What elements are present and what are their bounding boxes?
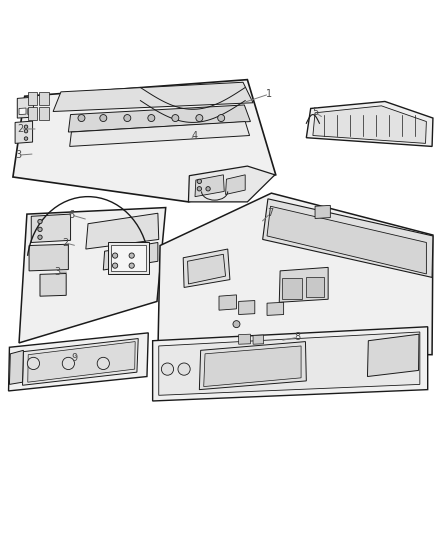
Polygon shape: [367, 334, 419, 376]
Circle shape: [113, 253, 118, 258]
Circle shape: [148, 115, 155, 122]
Polygon shape: [68, 105, 251, 132]
Polygon shape: [253, 335, 264, 344]
Circle shape: [197, 187, 201, 191]
Polygon shape: [29, 244, 68, 271]
Polygon shape: [19, 108, 26, 115]
Circle shape: [129, 263, 134, 268]
Polygon shape: [9, 333, 148, 391]
Text: 3: 3: [15, 150, 21, 160]
Circle shape: [196, 115, 203, 122]
Bar: [111, 245, 146, 271]
Polygon shape: [267, 302, 284, 316]
Text: 9: 9: [71, 353, 77, 363]
Polygon shape: [22, 338, 138, 385]
Circle shape: [97, 357, 110, 369]
Circle shape: [233, 321, 240, 328]
Polygon shape: [219, 295, 237, 310]
Polygon shape: [315, 205, 330, 219]
Polygon shape: [86, 213, 159, 249]
Circle shape: [27, 357, 39, 369]
Circle shape: [78, 115, 85, 122]
Polygon shape: [204, 346, 301, 386]
Text: 7: 7: [267, 208, 274, 218]
Polygon shape: [195, 175, 224, 197]
Bar: [39, 92, 49, 105]
Circle shape: [197, 179, 201, 183]
Polygon shape: [53, 82, 253, 111]
Polygon shape: [19, 207, 166, 343]
Polygon shape: [10, 350, 23, 384]
Circle shape: [100, 115, 107, 122]
Polygon shape: [28, 342, 135, 382]
Polygon shape: [159, 332, 420, 395]
Circle shape: [24, 125, 28, 128]
Circle shape: [38, 235, 42, 239]
Text: 5: 5: [312, 107, 318, 117]
Polygon shape: [152, 327, 427, 401]
Circle shape: [38, 227, 42, 231]
Polygon shape: [158, 193, 433, 354]
Circle shape: [38, 220, 42, 224]
Circle shape: [172, 115, 179, 122]
Bar: [28, 92, 37, 105]
Polygon shape: [187, 254, 226, 284]
Polygon shape: [103, 243, 158, 270]
Circle shape: [206, 187, 210, 191]
Polygon shape: [70, 122, 250, 147]
Polygon shape: [17, 97, 33, 118]
Text: 2: 2: [62, 238, 68, 248]
Polygon shape: [188, 166, 275, 202]
Text: 8: 8: [294, 332, 300, 342]
Polygon shape: [239, 301, 255, 314]
Circle shape: [129, 253, 134, 258]
Circle shape: [62, 357, 74, 369]
Circle shape: [124, 115, 131, 122]
Text: 4: 4: [192, 131, 198, 141]
Circle shape: [218, 115, 225, 122]
Circle shape: [178, 363, 190, 375]
Text: 3: 3: [54, 267, 60, 277]
Bar: [108, 241, 149, 274]
Polygon shape: [28, 108, 32, 115]
Bar: [306, 277, 324, 297]
Polygon shape: [40, 273, 66, 296]
Circle shape: [161, 363, 173, 375]
Bar: [283, 278, 302, 299]
Polygon shape: [263, 199, 433, 277]
Circle shape: [24, 130, 28, 133]
Polygon shape: [13, 79, 276, 202]
Circle shape: [24, 137, 28, 140]
Polygon shape: [183, 249, 230, 287]
Polygon shape: [15, 121, 32, 143]
Polygon shape: [31, 214, 71, 243]
Text: 2: 2: [17, 124, 24, 134]
Polygon shape: [313, 106, 426, 143]
Polygon shape: [199, 342, 306, 390]
Polygon shape: [226, 175, 245, 195]
Polygon shape: [306, 101, 433, 147]
Text: 1: 1: [266, 89, 272, 99]
Polygon shape: [267, 206, 426, 274]
Circle shape: [113, 263, 118, 268]
Polygon shape: [239, 334, 251, 344]
Text: 6: 6: [68, 210, 74, 220]
Polygon shape: [279, 268, 328, 302]
Bar: [39, 107, 49, 120]
Bar: [28, 107, 37, 120]
